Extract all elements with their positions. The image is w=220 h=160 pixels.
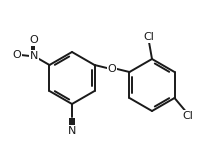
Text: O: O xyxy=(108,64,116,73)
Text: O: O xyxy=(29,35,38,45)
Text: N: N xyxy=(68,126,76,136)
Text: N: N xyxy=(30,51,38,61)
Text: Cl: Cl xyxy=(144,32,154,42)
Text: Cl: Cl xyxy=(182,111,193,121)
Text: O: O xyxy=(13,50,21,60)
